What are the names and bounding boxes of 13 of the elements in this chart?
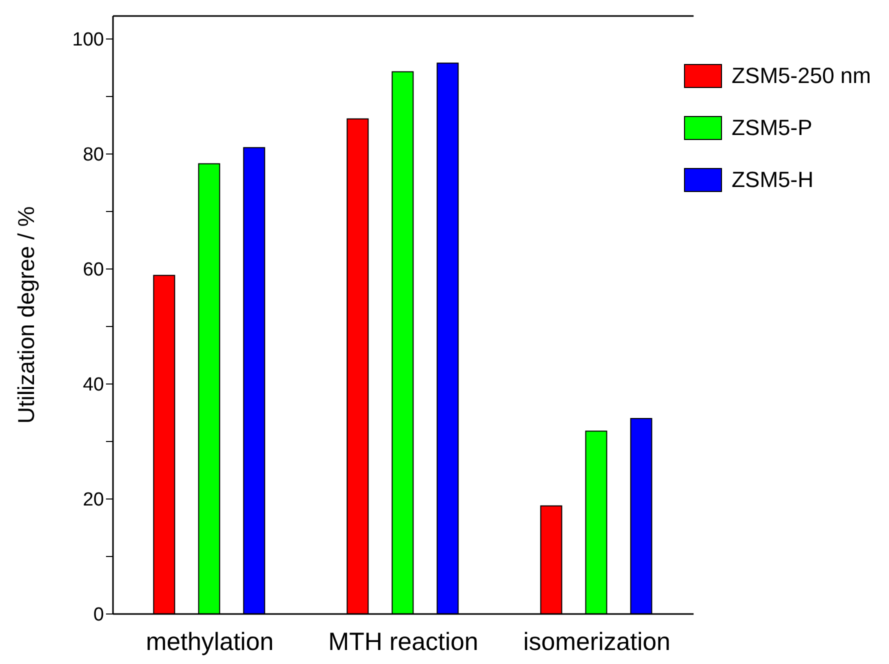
y-tick-label: 40 bbox=[82, 374, 104, 396]
y-tick-label: 80 bbox=[82, 144, 104, 166]
x-tick-label: MTH reaction bbox=[328, 628, 478, 656]
x-tick-label: isomerization bbox=[523, 628, 670, 656]
y-tick-label: 100 bbox=[72, 30, 104, 51]
legend-label: ZSM5-P bbox=[732, 115, 812, 141]
y-tick-label: 60 bbox=[82, 260, 104, 281]
legend-label: ZSM5-H bbox=[732, 167, 814, 193]
x-tick-label: methylation bbox=[146, 628, 274, 656]
y-axis-title: Utilization degree / % bbox=[13, 206, 40, 424]
legend-label: ZSM5-250 nm bbox=[732, 63, 871, 89]
y-tick-label: 20 bbox=[82, 490, 104, 511]
y-tick-label: 0 bbox=[93, 604, 104, 626]
